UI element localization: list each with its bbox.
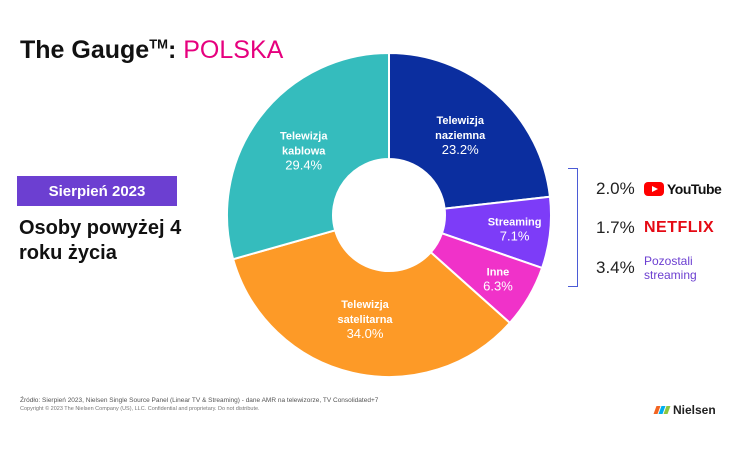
other-streaming-share: 3.4% <box>596 258 635 277</box>
title-separator: : <box>167 36 184 64</box>
slice-category-label-5: Telewizja <box>280 131 328 143</box>
netflix-row: 1.7% NETFLIX <box>596 215 714 241</box>
nielsen-logo: Nielsen <box>653 403 716 417</box>
youtube-share: 2.0% <box>596 179 635 198</box>
date-badge: Sierpień 2023 <box>17 176 177 206</box>
youtube-row: 2.0% YouTube <box>596 176 722 202</box>
title-country: POLSKA <box>183 36 284 64</box>
youtube-wordmark: YouTube <box>667 181 722 197</box>
other-streaming-label: Pozostali streaming <box>644 254 697 282</box>
other-streaming-label-line2: streaming <box>644 268 697 282</box>
nielsen-mark-icon <box>653 406 671 414</box>
title-prefix: The Gauge <box>20 36 150 64</box>
netflix-share: 1.7% <box>596 218 635 237</box>
footer-copyright: Copyright © 2023 The Nielsen Company (US… <box>20 406 260 412</box>
slice-category-label-5: kablowa <box>282 146 326 158</box>
donut-slices <box>226 51 552 378</box>
page-title: The GaugeTM: POLSKA <box>20 36 283 65</box>
slice-category-label-1: Telewizja <box>436 115 484 127</box>
other-streaming-label-line1: Pozostali <box>644 254 693 268</box>
other-streaming-row: 3.4% Pozostali streaming <box>596 254 697 282</box>
footer-source: Źródło: Sierpień 2023, Nielsen Single So… <box>20 397 379 404</box>
donut-slice-5 <box>226 51 390 261</box>
slice-category-label-2: Streaming <box>488 216 542 228</box>
netflix-logo: NETFLIX <box>644 219 715 236</box>
youtube-logo: YouTube <box>644 181 722 197</box>
audience-label: Osoby powyżej 4 roku życia <box>19 217 182 264</box>
slice-category-label-4: Telewizja <box>341 299 389 311</box>
streaming-bracket <box>568 168 578 287</box>
youtube-play-icon <box>644 182 664 196</box>
slice-value-label-3: 6.3% <box>483 278 513 293</box>
slice-value-label-5: 29.4% <box>285 158 322 173</box>
slice-category-label-3: Inne <box>487 266 510 278</box>
nielsen-wordmark: Nielsen <box>673 403 716 417</box>
trademark-mark: TM <box>149 36 168 52</box>
slice-value-label-1: 23.2% <box>442 142 479 157</box>
slice-category-label-4: satelitarna <box>338 314 394 326</box>
slice-category-label-1: naziemna <box>435 130 486 142</box>
slice-value-label-2: 7.1% <box>500 228 530 243</box>
donut-slice-4 <box>231 229 512 378</box>
slice-value-label-4: 34.0% <box>347 326 384 341</box>
donut-slice-1 <box>388 51 552 210</box>
